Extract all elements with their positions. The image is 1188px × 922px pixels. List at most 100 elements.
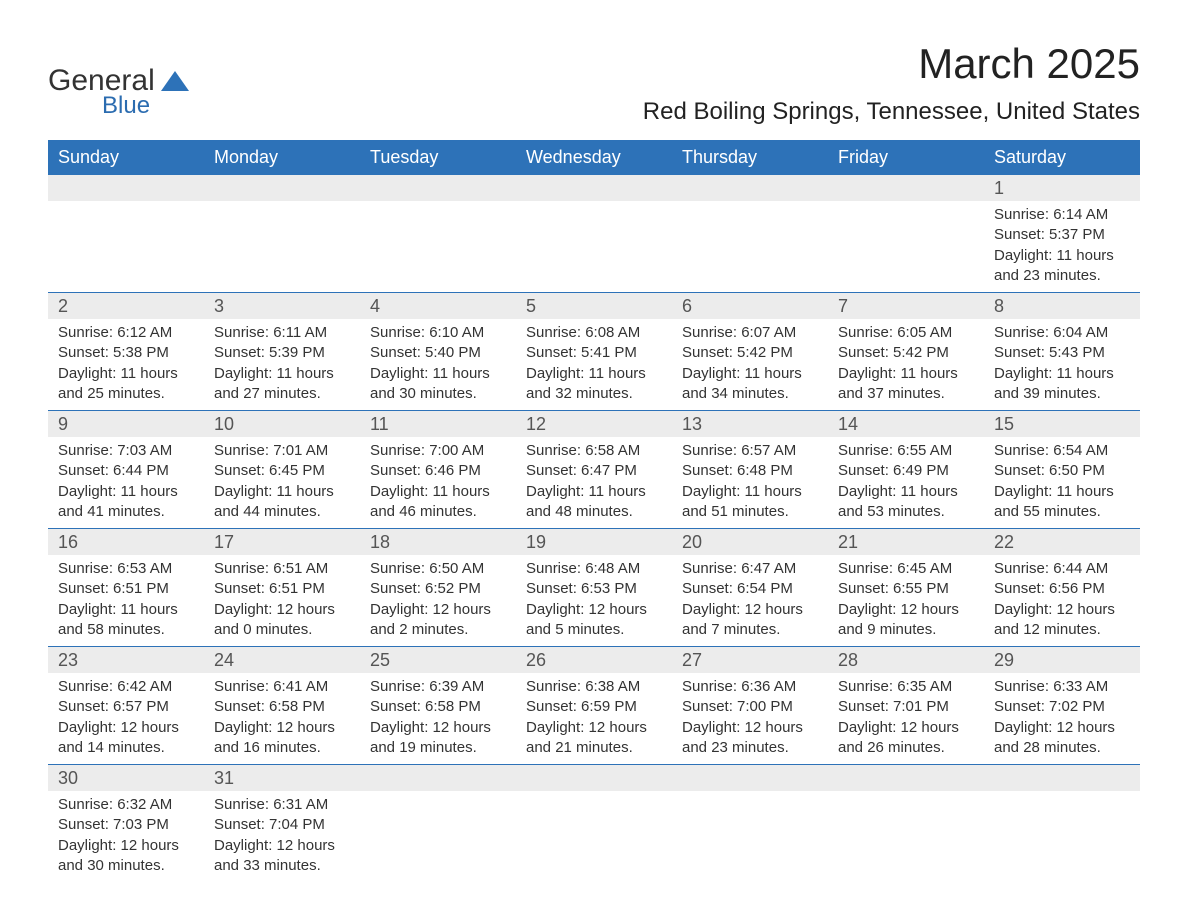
sunrise-line: Sunrise: 6:58 AM [526, 441, 662, 461]
sunset-line: Sunset: 6:55 PM [838, 579, 974, 599]
day-cell: Sunrise: 6:04 AMSunset: 5:43 PMDaylight:… [984, 319, 1140, 410]
day-cell [828, 201, 984, 292]
sunrise-line: Sunrise: 6:33 AM [994, 677, 1130, 697]
day-number [672, 175, 828, 201]
sunset-line: Sunset: 7:04 PM [214, 815, 350, 835]
day-number: 7 [828, 293, 984, 319]
day-number: 3 [204, 293, 360, 319]
header-row: General Blue March 2025 Red Boiling Spri… [48, 40, 1140, 126]
day-number: 10 [204, 411, 360, 437]
sunset-line: Sunset: 6:57 PM [58, 697, 194, 717]
sunset-line: Sunset: 7:01 PM [838, 697, 974, 717]
daylight-line: Daylight: 11 hours and 27 minutes. [214, 364, 350, 405]
day-cell: Sunrise: 6:38 AMSunset: 6:59 PMDaylight:… [516, 673, 672, 764]
sunrise-line: Sunrise: 6:50 AM [370, 559, 506, 579]
day-number: 28 [828, 647, 984, 673]
daylight-line: Daylight: 11 hours and 32 minutes. [526, 364, 662, 405]
dow-cell: Wednesday [516, 140, 672, 175]
dow-cell: Friday [828, 140, 984, 175]
sunrise-line: Sunrise: 6:11 AM [214, 323, 350, 343]
day-cell [204, 201, 360, 292]
sunset-line: Sunset: 6:53 PM [526, 579, 662, 599]
day-number: 9 [48, 411, 204, 437]
day-number: 26 [516, 647, 672, 673]
brand-flag-icon [161, 71, 189, 91]
day-cell: Sunrise: 6:35 AMSunset: 7:01 PMDaylight:… [828, 673, 984, 764]
sunset-line: Sunset: 6:45 PM [214, 461, 350, 481]
sunrise-line: Sunrise: 6:47 AM [682, 559, 818, 579]
daylight-line: Daylight: 12 hours and 7 minutes. [682, 600, 818, 641]
sunrise-line: Sunrise: 7:01 AM [214, 441, 350, 461]
daylight-line: Daylight: 11 hours and 55 minutes. [994, 482, 1130, 523]
sunrise-line: Sunrise: 6:53 AM [58, 559, 194, 579]
day-cell: Sunrise: 6:53 AMSunset: 6:51 PMDaylight:… [48, 555, 204, 646]
logo-block: General Blue [48, 40, 189, 120]
daylight-line: Daylight: 12 hours and 2 minutes. [370, 600, 506, 641]
day-cell [48, 201, 204, 292]
sunrise-line: Sunrise: 6:35 AM [838, 677, 974, 697]
day-cell: Sunrise: 6:51 AMSunset: 6:51 PMDaylight:… [204, 555, 360, 646]
sunset-line: Sunset: 5:39 PM [214, 343, 350, 363]
daylight-line: Daylight: 11 hours and 46 minutes. [370, 482, 506, 523]
sunset-line: Sunset: 6:52 PM [370, 579, 506, 599]
sunset-line: Sunset: 7:02 PM [994, 697, 1130, 717]
day-number [360, 175, 516, 201]
day-number: 1 [984, 175, 1140, 201]
day-number: 5 [516, 293, 672, 319]
day-number: 19 [516, 529, 672, 555]
day-number: 6 [672, 293, 828, 319]
sunrise-line: Sunrise: 6:04 AM [994, 323, 1130, 343]
day-cell: Sunrise: 6:55 AMSunset: 6:49 PMDaylight:… [828, 437, 984, 528]
sunrise-line: Sunrise: 6:31 AM [214, 795, 350, 815]
day-number: 31 [204, 765, 360, 791]
daylight-line: Daylight: 12 hours and 26 minutes. [838, 718, 974, 759]
daylight-line: Daylight: 11 hours and 53 minutes. [838, 482, 974, 523]
sunrise-line: Sunrise: 6:10 AM [370, 323, 506, 343]
day-number: 12 [516, 411, 672, 437]
day-cell: Sunrise: 7:00 AMSunset: 6:46 PMDaylight:… [360, 437, 516, 528]
daylight-line: Daylight: 11 hours and 41 minutes. [58, 482, 194, 523]
daynum-band: 23242526272829 [48, 647, 1140, 673]
dow-cell: Saturday [984, 140, 1140, 175]
sunset-line: Sunset: 6:54 PM [682, 579, 818, 599]
title-block: March 2025 Red Boiling Springs, Tennesse… [643, 40, 1140, 126]
day-number: 23 [48, 647, 204, 673]
daylight-line: Daylight: 11 hours and 39 minutes. [994, 364, 1130, 405]
week-row: 9101112131415Sunrise: 7:03 AMSunset: 6:4… [48, 411, 1140, 529]
week-row: 3031Sunrise: 6:32 AMSunset: 7:03 PMDayli… [48, 765, 1140, 882]
sunrise-line: Sunrise: 6:38 AM [526, 677, 662, 697]
daylight-line: Daylight: 11 hours and 37 minutes. [838, 364, 974, 405]
day-number: 11 [360, 411, 516, 437]
daylight-line: Daylight: 12 hours and 19 minutes. [370, 718, 506, 759]
daylight-line: Daylight: 11 hours and 34 minutes. [682, 364, 818, 405]
dow-cell: Monday [204, 140, 360, 175]
daylight-line: Daylight: 12 hours and 9 minutes. [838, 600, 974, 641]
sunrise-line: Sunrise: 6:07 AM [682, 323, 818, 343]
day-cell: Sunrise: 6:32 AMSunset: 7:03 PMDaylight:… [48, 791, 204, 882]
sunset-line: Sunset: 7:03 PM [58, 815, 194, 835]
day-number: 22 [984, 529, 1140, 555]
sunrise-line: Sunrise: 6:08 AM [526, 323, 662, 343]
sunset-line: Sunset: 6:58 PM [214, 697, 350, 717]
brand-line2: Blue [102, 92, 189, 120]
daylight-line: Daylight: 12 hours and 21 minutes. [526, 718, 662, 759]
week-row: 2345678Sunrise: 6:12 AMSunset: 5:38 PMDa… [48, 293, 1140, 411]
day-number: 27 [672, 647, 828, 673]
day-number: 20 [672, 529, 828, 555]
day-cell [672, 791, 828, 882]
sunset-line: Sunset: 6:47 PM [526, 461, 662, 481]
sunrise-line: Sunrise: 6:05 AM [838, 323, 974, 343]
day-cell: Sunrise: 6:36 AMSunset: 7:00 PMDaylight:… [672, 673, 828, 764]
daylight-line: Daylight: 12 hours and 14 minutes. [58, 718, 194, 759]
day-number [828, 765, 984, 791]
daylight-line: Daylight: 12 hours and 16 minutes. [214, 718, 350, 759]
day-cell [984, 791, 1140, 882]
day-number [516, 175, 672, 201]
sunrise-line: Sunrise: 6:42 AM [58, 677, 194, 697]
week-row: 16171819202122Sunrise: 6:53 AMSunset: 6:… [48, 529, 1140, 647]
dow-cell: Sunday [48, 140, 204, 175]
daylight-line: Daylight: 11 hours and 23 minutes. [994, 246, 1130, 287]
daylight-line: Daylight: 11 hours and 25 minutes. [58, 364, 194, 405]
sunrise-line: Sunrise: 6:54 AM [994, 441, 1130, 461]
day-number [48, 175, 204, 201]
